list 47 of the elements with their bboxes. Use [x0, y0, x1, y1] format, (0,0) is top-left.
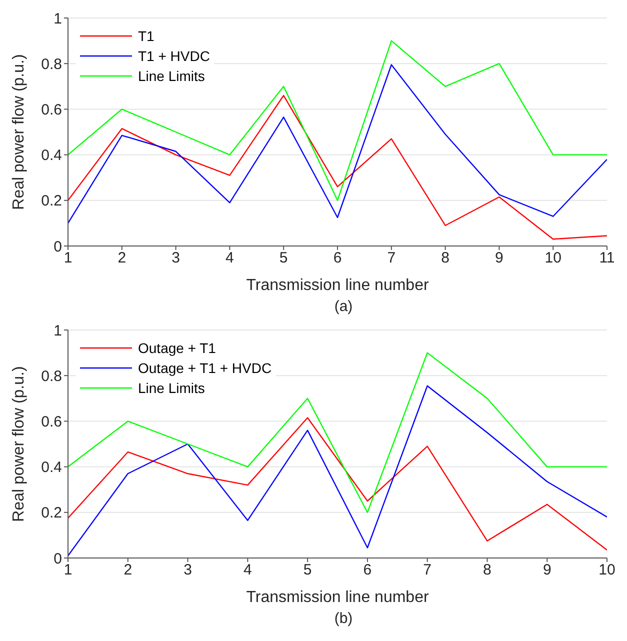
x-tick-label: 3 — [172, 250, 180, 267]
x-tick-label: 5 — [303, 562, 312, 579]
y-axis-title: Real power flow (p.u.) — [10, 54, 28, 210]
line-series — [68, 94, 607, 240]
y-tick-label: 1 — [54, 322, 62, 340]
y-tick-label: 0.4 — [41, 459, 62, 476]
y-tick-label: 0.8 — [41, 368, 62, 385]
x-tick-label: 11 — [599, 250, 615, 267]
x-axis-title: Transmission line number — [246, 589, 430, 606]
x-tick-label: 7 — [387, 250, 396, 267]
x-tick-label: 4 — [243, 562, 252, 579]
x-tick-label: 3 — [184, 562, 192, 579]
y-tick-label: 0.4 — [41, 147, 62, 164]
y-tick-label: 0 — [54, 550, 62, 568]
y-tick-label: 0 — [54, 238, 62, 256]
legend-label: Outage + T1 + HVDC — [138, 360, 272, 376]
text: (b) — [333, 610, 354, 629]
x-tick-label: 6 — [333, 250, 342, 267]
y-tick-label: 0.8 — [41, 56, 62, 73]
text: (a) — [333, 298, 354, 317]
y-tick-label: 0.6 — [41, 414, 62, 431]
legend-label: T1 + HVDC — [138, 48, 210, 64]
legend-label: Line Limits — [138, 68, 205, 84]
x-tick-label: 6 — [363, 562, 372, 579]
x-tick-label: 8 — [483, 562, 492, 579]
x-tick-label: 4 — [226, 250, 234, 267]
x-tick-label: 5 — [279, 250, 288, 267]
x-tick-label: 10 — [598, 562, 616, 579]
x-tick-label: 2 — [124, 562, 132, 579]
line-series — [68, 40, 607, 201]
x-tick-label: 10 — [544, 250, 562, 267]
x-tick-label: 7 — [423, 562, 432, 579]
legend-label: Outage + T1 — [138, 340, 216, 356]
y-tick-label: 0.2 — [41, 192, 62, 210]
y-tick-label: 0.2 — [41, 504, 62, 522]
legend-label: T1 — [138, 28, 154, 44]
x-tick-label: 9 — [542, 562, 552, 579]
y-axis-title: Real power flow (p.u.) — [10, 366, 28, 522]
x-axis-title: Transmission line number — [246, 277, 430, 294]
legend-label: Line Limits — [138, 380, 205, 396]
y-tick-label: 0.6 — [41, 102, 62, 119]
x-tick-label: 8 — [441, 250, 450, 267]
x-tick-label: 9 — [495, 250, 504, 267]
line-series — [68, 64, 607, 224]
line-series — [68, 417, 607, 551]
y-tick-label: 1 — [54, 10, 62, 28]
x-tick-label: 2 — [118, 250, 126, 267]
